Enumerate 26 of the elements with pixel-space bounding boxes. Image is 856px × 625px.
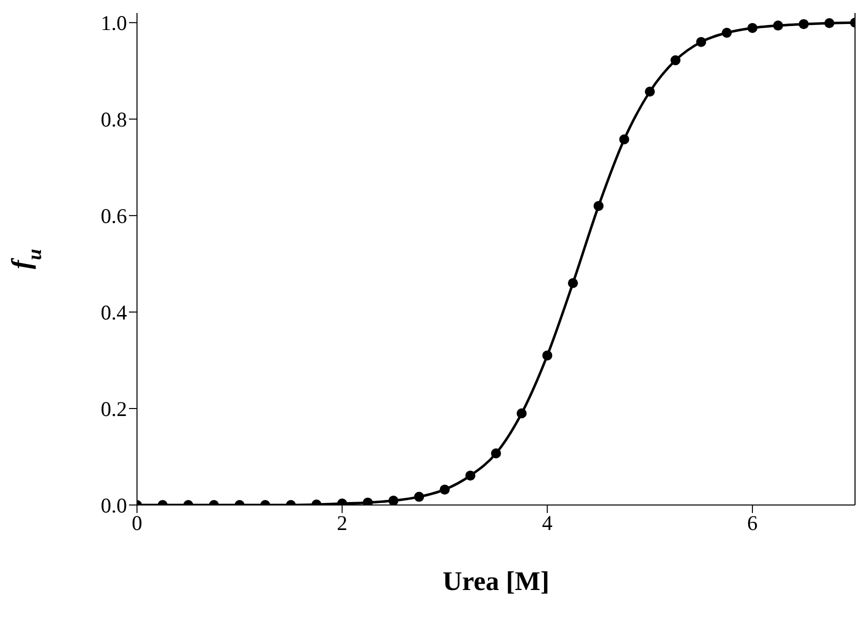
y-tick-label: 0.8 bbox=[100, 108, 127, 132]
point bbox=[747, 22, 758, 33]
y-tick-label: 0.0 bbox=[100, 493, 127, 518]
point bbox=[722, 28, 732, 38]
x-tick-label: 4 bbox=[542, 510, 554, 535]
y-tick-label: 1.0 bbox=[100, 11, 127, 36]
x-tick-label: 0 bbox=[132, 510, 142, 535]
point bbox=[824, 18, 834, 28]
point bbox=[619, 134, 630, 144]
x-axis-title: Urea [M] bbox=[442, 566, 550, 596]
point bbox=[388, 496, 398, 505]
point bbox=[542, 350, 552, 360]
point bbox=[696, 36, 706, 47]
x-tick-label: 6 bbox=[747, 510, 758, 535]
point bbox=[594, 200, 604, 211]
y-tick-label: 0.6 bbox=[100, 204, 127, 228]
point bbox=[773, 20, 784, 31]
point bbox=[516, 408, 527, 418]
point bbox=[670, 55, 680, 66]
point bbox=[644, 86, 655, 97]
point bbox=[491, 448, 501, 458]
y-tick-label: 0.4 bbox=[100, 300, 128, 325]
y-tick-label: 0.2 bbox=[100, 396, 127, 421]
x-tick-label: 2 bbox=[336, 510, 348, 535]
point bbox=[798, 19, 809, 30]
point bbox=[568, 278, 578, 288]
